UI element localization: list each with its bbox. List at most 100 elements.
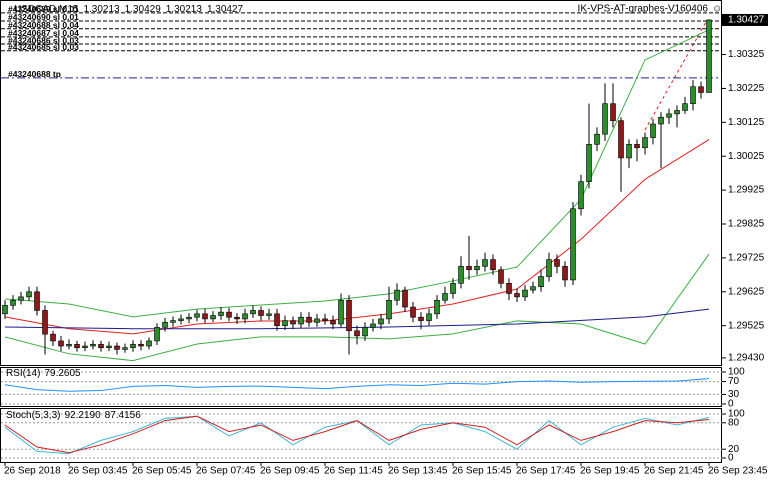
title-part: 1.30427 [207, 4, 244, 15]
candle-body [114, 345, 120, 350]
candle-body [106, 345, 112, 349]
candle-body [410, 306, 416, 318]
y-tick-label: 1.30325 [728, 49, 765, 60]
candle-body [2, 305, 8, 315]
last-value: 87.4156 [105, 410, 142, 421]
y-tick-label: 30 [728, 389, 740, 400]
x-tick-label: 26 Sep 21:45 [644, 466, 704, 477]
candle-body [242, 313, 248, 320]
candle-body [546, 259, 552, 277]
title-part: 1.30429 [125, 4, 162, 15]
chart-subtitle: IK-VPS-AT-graphes-V160406 [578, 4, 709, 15]
candle-body [434, 299, 440, 315]
candle-body [130, 344, 136, 349]
x-tick-label: 26 Sep 15:45 [452, 466, 512, 477]
candle-body [570, 208, 576, 281]
candle-body [354, 330, 360, 337]
candle-body [226, 311, 232, 318]
candle-body [218, 311, 224, 316]
candle-body [378, 318, 384, 325]
candle-body [34, 291, 40, 311]
candle-body [266, 313, 272, 316]
candle-body [426, 313, 432, 321]
x-tick-label: 26 Sep 13:45 [388, 466, 448, 477]
candle-body [610, 103, 616, 121]
candle-body [42, 310, 48, 335]
price-box [722, 13, 768, 26]
candle-body [530, 286, 536, 291]
last-value: 92.2190 [64, 410, 101, 421]
y-tick-label: 100 [728, 409, 745, 420]
candle-body [690, 86, 696, 104]
x-tick-label: 26 Sep 23:45 [708, 466, 768, 477]
last-value: 79.2605 [44, 368, 81, 379]
candle-body [522, 289, 528, 298]
candle-body [282, 320, 288, 326]
candle-body [18, 296, 24, 301]
y-tick-label: 1.29925 [728, 185, 765, 196]
order-label: #43240690 sl 0.01 [8, 12, 79, 22]
candle-body [66, 344, 72, 347]
y-tick-label: 1.30225 [728, 83, 765, 94]
candle-body [162, 321, 168, 328]
y-tick-label: 80 [728, 417, 740, 428]
x-tick-label: 26 Sep 03:45 [68, 466, 128, 477]
y-tick-label: 1.29430 [728, 353, 765, 364]
candle-body [490, 259, 496, 271]
candle-body [314, 318, 320, 323]
x-tick-label: 26 Sep 05:45 [132, 466, 192, 477]
x-tick-label: 26 Sep 19:45 [580, 466, 640, 477]
candle-body [170, 320, 176, 323]
order-label: #43240688 sl 0.04 [8, 20, 79, 30]
candle-body [26, 291, 32, 298]
title-part: Stoch(5,3,3) [6, 410, 60, 421]
candle-body [330, 320, 336, 325]
candle-body [90, 344, 96, 347]
candle-body [210, 315, 216, 320]
candle-body [554, 259, 560, 267]
candle-body [674, 110, 680, 115]
x-tick-label: 26 Sep 07:45 [196, 466, 256, 477]
candle-body [706, 19, 712, 93]
indicator-line [4, 139, 710, 335]
indicator-line [4, 415, 710, 454]
candle-body [234, 316, 240, 320]
candle-body [586, 144, 592, 182]
candle-body [82, 345, 88, 349]
candle-body [634, 144, 640, 149]
y-tick-label: 0 [728, 399, 734, 410]
candle-body [386, 299, 392, 320]
candle-body [514, 293, 520, 298]
candle-body [466, 266, 472, 271]
x-tick-label: 26 Sep 09:45 [260, 466, 320, 477]
chart-title: USDCAD,M15 1.30213 1.30429 1.30213 1.30427 [14, 4, 244, 15]
y-tick-label: 1.29825 [728, 219, 765, 230]
y-tick-label: 0 [728, 453, 734, 464]
indicator-title: RSI(14) 79.2605 [6, 368, 81, 379]
y-tick-label: 1.29725 [728, 253, 765, 264]
smiley-icon: ☺ [712, 4, 722, 15]
candle-body [58, 340, 64, 347]
candle-body [274, 313, 280, 326]
indicator-line [4, 378, 710, 392]
candle-body [10, 299, 16, 306]
candle-body [498, 269, 504, 284]
indicator-title: Stoch(5,3,3) 92.2190 87.4156 [6, 410, 141, 421]
candle-body [154, 327, 160, 342]
candle-body [146, 340, 152, 347]
candle-body [602, 103, 608, 135]
y-tick-label: 1.30025 [728, 151, 765, 162]
title-part: RSI(14) [6, 368, 40, 379]
candle-body [578, 181, 584, 210]
candle-body [450, 283, 456, 294]
x-tick-label: 26 Sep 11:45 [324, 466, 383, 477]
candle-body [338, 299, 344, 325]
candle-body [138, 344, 144, 347]
candle-body [402, 289, 408, 308]
y-tick-label: 70 [728, 376, 740, 387]
title-part: USDCAD,M15 [14, 4, 79, 15]
order-label: #43240686 sl 0.03 [8, 35, 79, 45]
candle-body [202, 313, 208, 320]
candle-body [682, 103, 688, 111]
